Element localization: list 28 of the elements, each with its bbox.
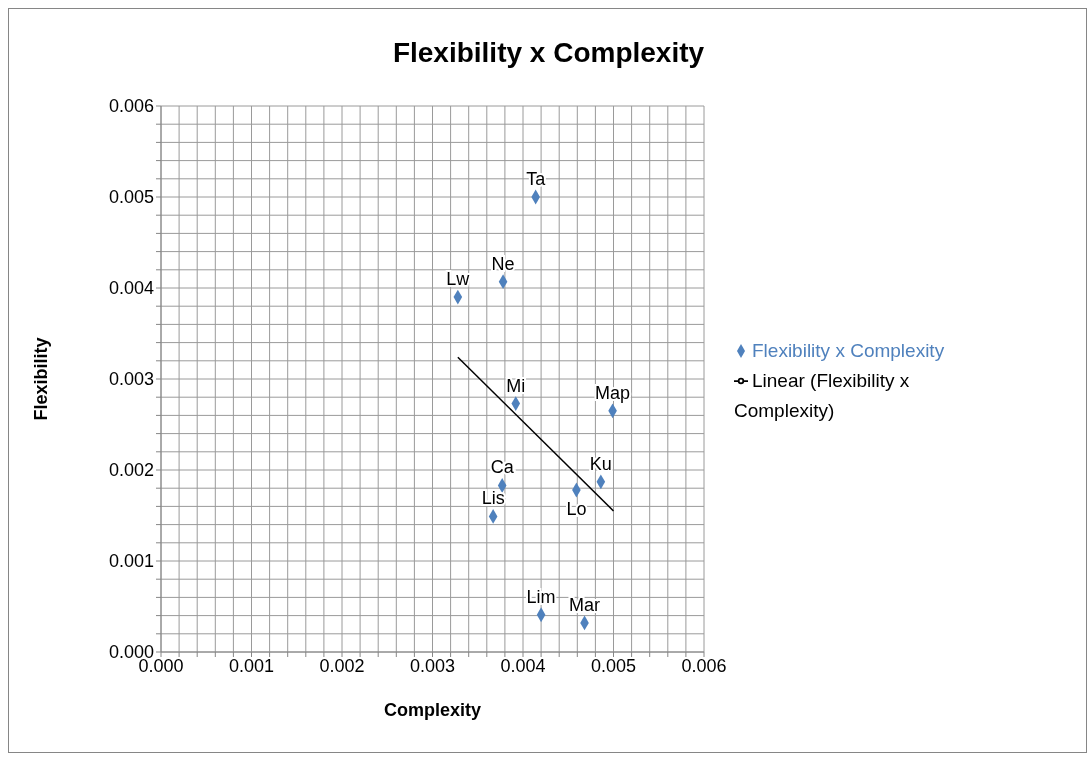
x-tick-label: 0.004	[500, 655, 546, 676]
annotation: Map	[595, 382, 631, 403]
annotation: Mi	[506, 375, 526, 396]
y-tick-label: 0.005	[108, 187, 154, 208]
legend-label: Linear (Flexibility x Complexity)	[734, 369, 910, 421]
y-tick-label: 0.002	[108, 460, 154, 481]
y-tick-label: 0.004	[108, 278, 154, 299]
x-tick-label: 0.006	[681, 655, 727, 676]
annotation: Ne	[491, 253, 515, 274]
x-tick-label: 0.003	[409, 655, 456, 676]
x-tick-label: 0.005	[590, 655, 637, 676]
y-tick-label: 0.003	[108, 369, 154, 390]
x-tick-label: 0.001	[228, 655, 275, 676]
x-axis-title: Complexity	[383, 700, 482, 720]
y-tick-label: 0.006	[108, 96, 154, 117]
annotation: Lis	[481, 488, 505, 509]
annotation: Ku	[589, 453, 612, 474]
annotation: Mar	[569, 594, 601, 615]
chart-title: Flexibility x Complexity	[391, 37, 706, 69]
annotation: Lo	[566, 498, 587, 519]
annotation: Ca	[490, 457, 515, 478]
annotation: Lim	[526, 586, 556, 607]
annotation: Lw	[446, 269, 471, 290]
annotation: Ta	[526, 169, 547, 189]
legend-label: Flexibility x Complexity	[752, 339, 945, 361]
y-tick-label: 0.001	[108, 551, 154, 572]
y-axis-title: Flexibility	[31, 337, 52, 421]
x-tick-label: 0.002	[319, 655, 365, 676]
